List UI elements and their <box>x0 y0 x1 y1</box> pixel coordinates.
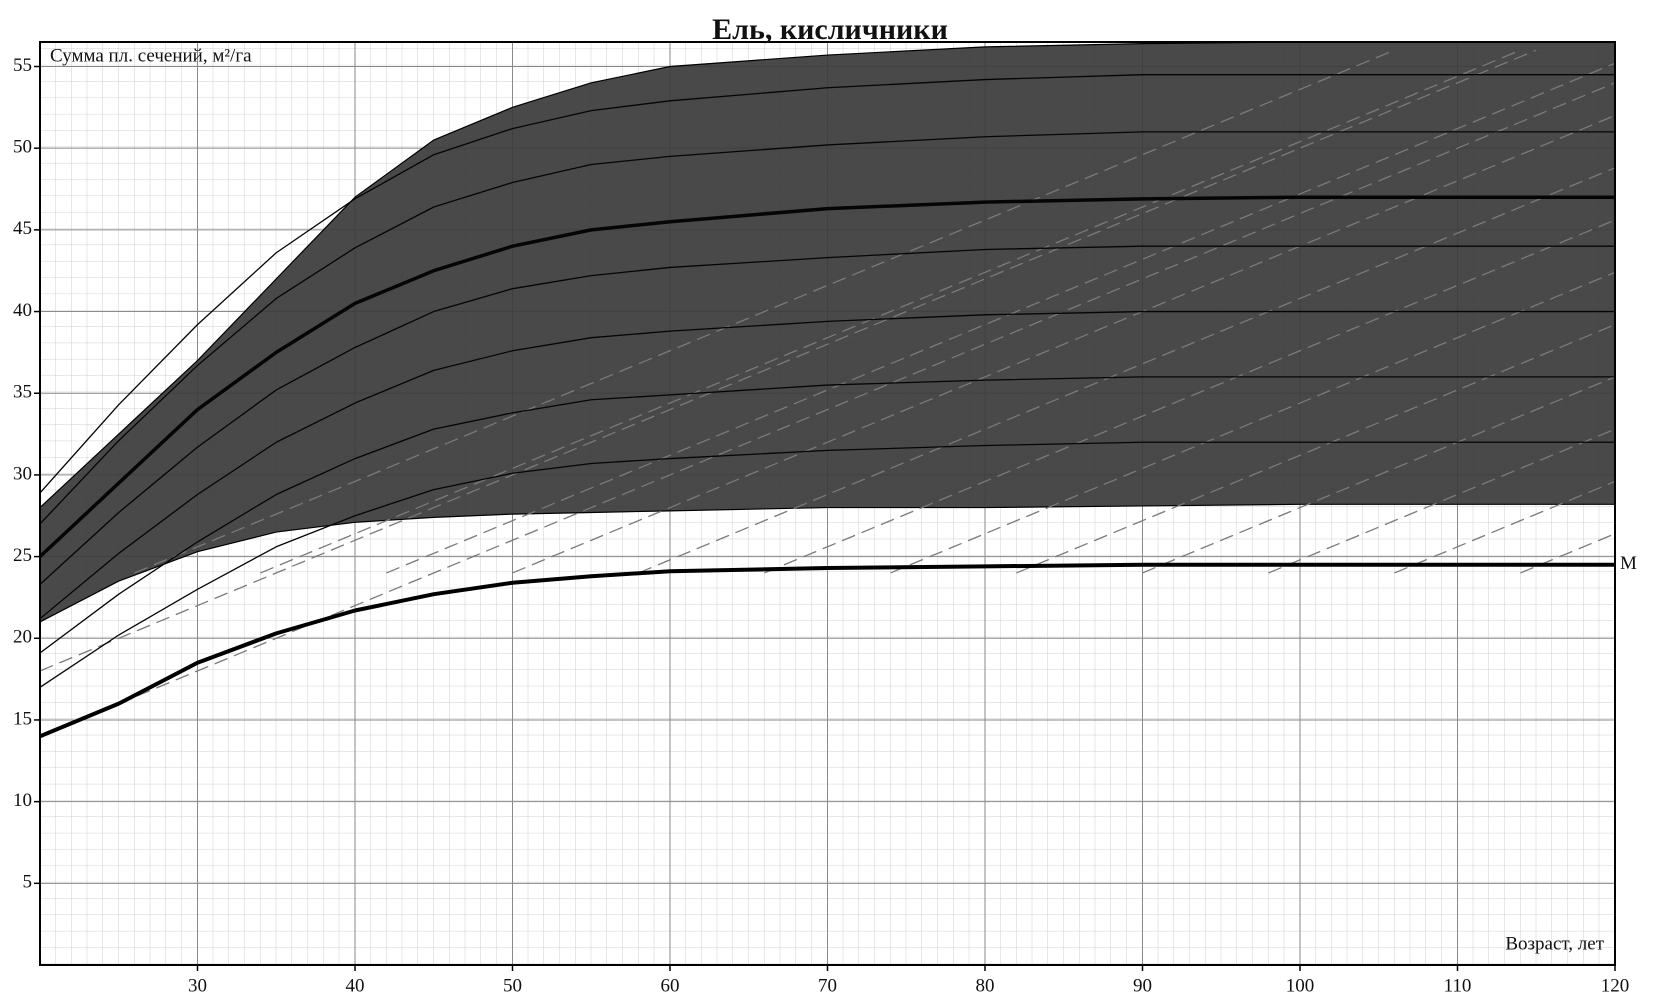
x-tick-label: 60 <box>661 975 680 996</box>
x-tick-label: 110 <box>1444 975 1472 996</box>
chart-title: Ель, кисличники <box>712 13 948 46</box>
y-tick-label: 40 <box>13 300 32 321</box>
series-line <box>40 195 1615 558</box>
series-line <box>40 245 1615 585</box>
y-tick-label: 15 <box>13 708 32 729</box>
dashed-line <box>764 219 1615 574</box>
dashed-line <box>890 271 1615 574</box>
plot-frame <box>39 41 1616 966</box>
x-tick-label: 50 <box>503 975 522 996</box>
y-tick-label: 25 <box>13 545 32 566</box>
x-tick-label: 100 <box>1286 975 1315 996</box>
dashed-line <box>638 167 1615 574</box>
dashed-line <box>1142 376 1615 574</box>
series-line <box>40 376 1615 654</box>
band-area <box>40 42 1615 623</box>
y-tick-label: 10 <box>13 790 32 811</box>
dashed-line <box>512 114 1615 574</box>
x-tick-label: 120 <box>1601 975 1630 996</box>
dashed-line <box>1520 533 1615 574</box>
y-tick-label: 35 <box>13 382 32 403</box>
data-layer <box>40 42 1615 739</box>
series-line <box>40 562 1615 739</box>
y-tick-label: 30 <box>13 463 32 484</box>
y-tick-label: 5 <box>23 872 33 893</box>
text-layer: Ель, кисличники Сумма пл. сечений, м²/га… <box>13 13 1637 996</box>
y-tick-label: 55 <box>13 55 32 76</box>
dashed-line <box>1016 324 1615 574</box>
series-line <box>40 441 1615 688</box>
series-line <box>40 131 1615 525</box>
y-tick-label: 50 <box>13 137 32 158</box>
dashed-line <box>134 49 1395 574</box>
y-tick-label: 45 <box>13 218 32 239</box>
dashed-line <box>260 49 1521 574</box>
dashed-line <box>386 62 1615 574</box>
x-tick-label: 40 <box>346 975 365 996</box>
x-tick-label: 80 <box>976 975 995 996</box>
series-line <box>40 74 1615 494</box>
dashed-line <box>40 49 1537 672</box>
dashed-line <box>1394 480 1615 574</box>
x-tick-label: 70 <box>818 975 837 996</box>
x-axis-label: Возраст, лет <box>1505 933 1604 954</box>
y-axis-label: Сумма пл. сечений, м²/га <box>50 45 252 66</box>
series-label: M <box>1620 553 1637 574</box>
x-tick-label: 90 <box>1133 975 1152 996</box>
x-tick-label: 30 <box>188 975 207 996</box>
y-tick-label: 20 <box>13 627 32 648</box>
series-line <box>40 310 1615 620</box>
